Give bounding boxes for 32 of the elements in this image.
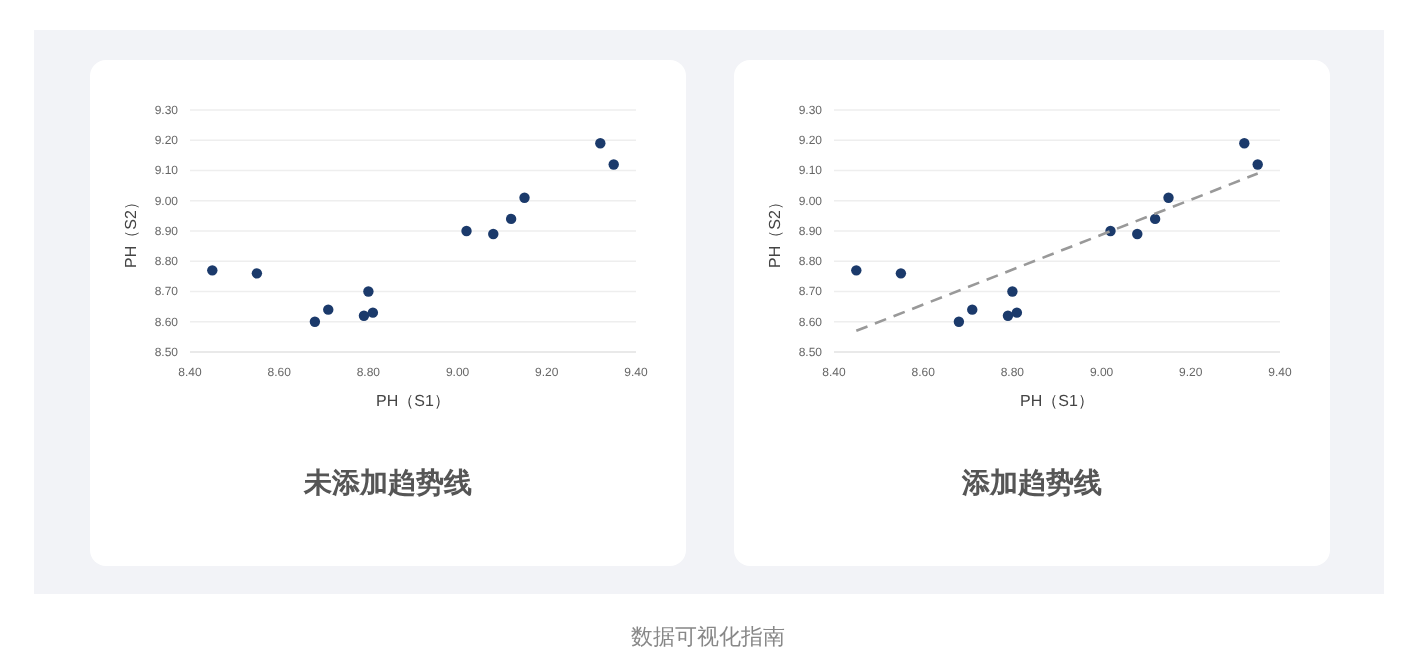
point [1239, 138, 1250, 149]
point [953, 316, 965, 327]
point [1011, 307, 1023, 318]
point [1002, 310, 1014, 321]
point [519, 192, 530, 203]
point [1007, 286, 1018, 297]
point [505, 213, 517, 225]
x-axis-title: PH（S1） [1020, 392, 1094, 410]
point [251, 268, 263, 279]
point [488, 228, 499, 240]
point [207, 265, 218, 276]
x-axis-title: PH（S1） [376, 392, 450, 410]
point [1132, 228, 1143, 240]
point [851, 265, 862, 276]
point [367, 307, 379, 318]
point [1163, 192, 1174, 203]
y-axis-title: PH（S2） [122, 194, 140, 268]
point [1252, 159, 1263, 170]
text: 未添加趋势线 [302, 466, 472, 498]
text: 数据可视化指南 [631, 624, 785, 650]
point [608, 159, 619, 170]
point [363, 286, 374, 297]
point [1149, 213, 1161, 225]
point [309, 316, 321, 327]
point [967, 304, 978, 315]
text: 添加趋势线 [960, 466, 1102, 498]
y-axis-title: PH（S2） [766, 194, 784, 268]
point [358, 310, 370, 321]
point [461, 225, 472, 237]
point [595, 138, 606, 149]
point [895, 268, 907, 279]
point [323, 304, 334, 315]
